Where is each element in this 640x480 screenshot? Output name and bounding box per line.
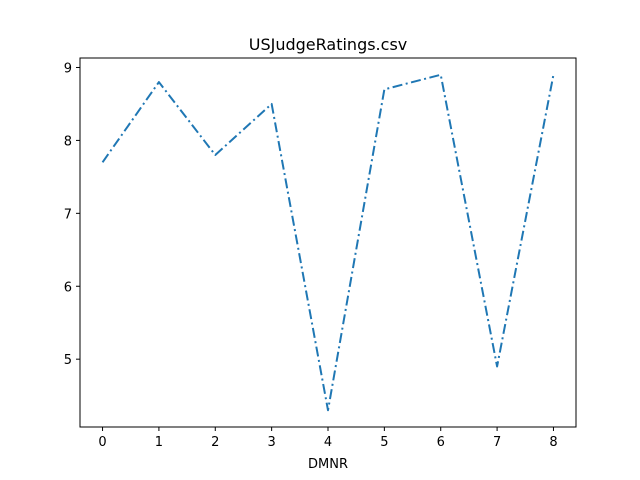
series-layer (101, 73, 555, 412)
x-tick-label: 1 (155, 435, 163, 450)
x-tick-label: 2 (211, 435, 219, 450)
y-tick-label: 7 (64, 207, 72, 222)
x-tick-label: 4 (324, 435, 332, 450)
y-tick-label: 6 (64, 280, 72, 295)
y-tick-label: 9 (64, 61, 72, 76)
x-tick-label: 0 (98, 435, 106, 450)
x-axis: 0 1 2 3 4 5 6 7 8 (98, 427, 558, 450)
x-tick-label: 7 (493, 435, 501, 450)
x-axis-label: DMNR (308, 457, 348, 472)
y-tick-label: 5 (64, 353, 72, 368)
y-axis: 5 6 7 8 9 (64, 61, 80, 368)
x-tick-label: 6 (437, 435, 445, 450)
chart-title: USJudgeRatings.csv (249, 35, 408, 54)
x-tick-label: 3 (267, 435, 275, 450)
x-tick-label: 5 (380, 435, 388, 450)
y-tick-label: 8 (64, 134, 72, 149)
series-line (101, 73, 555, 412)
x-tick-label: 8 (549, 435, 557, 450)
